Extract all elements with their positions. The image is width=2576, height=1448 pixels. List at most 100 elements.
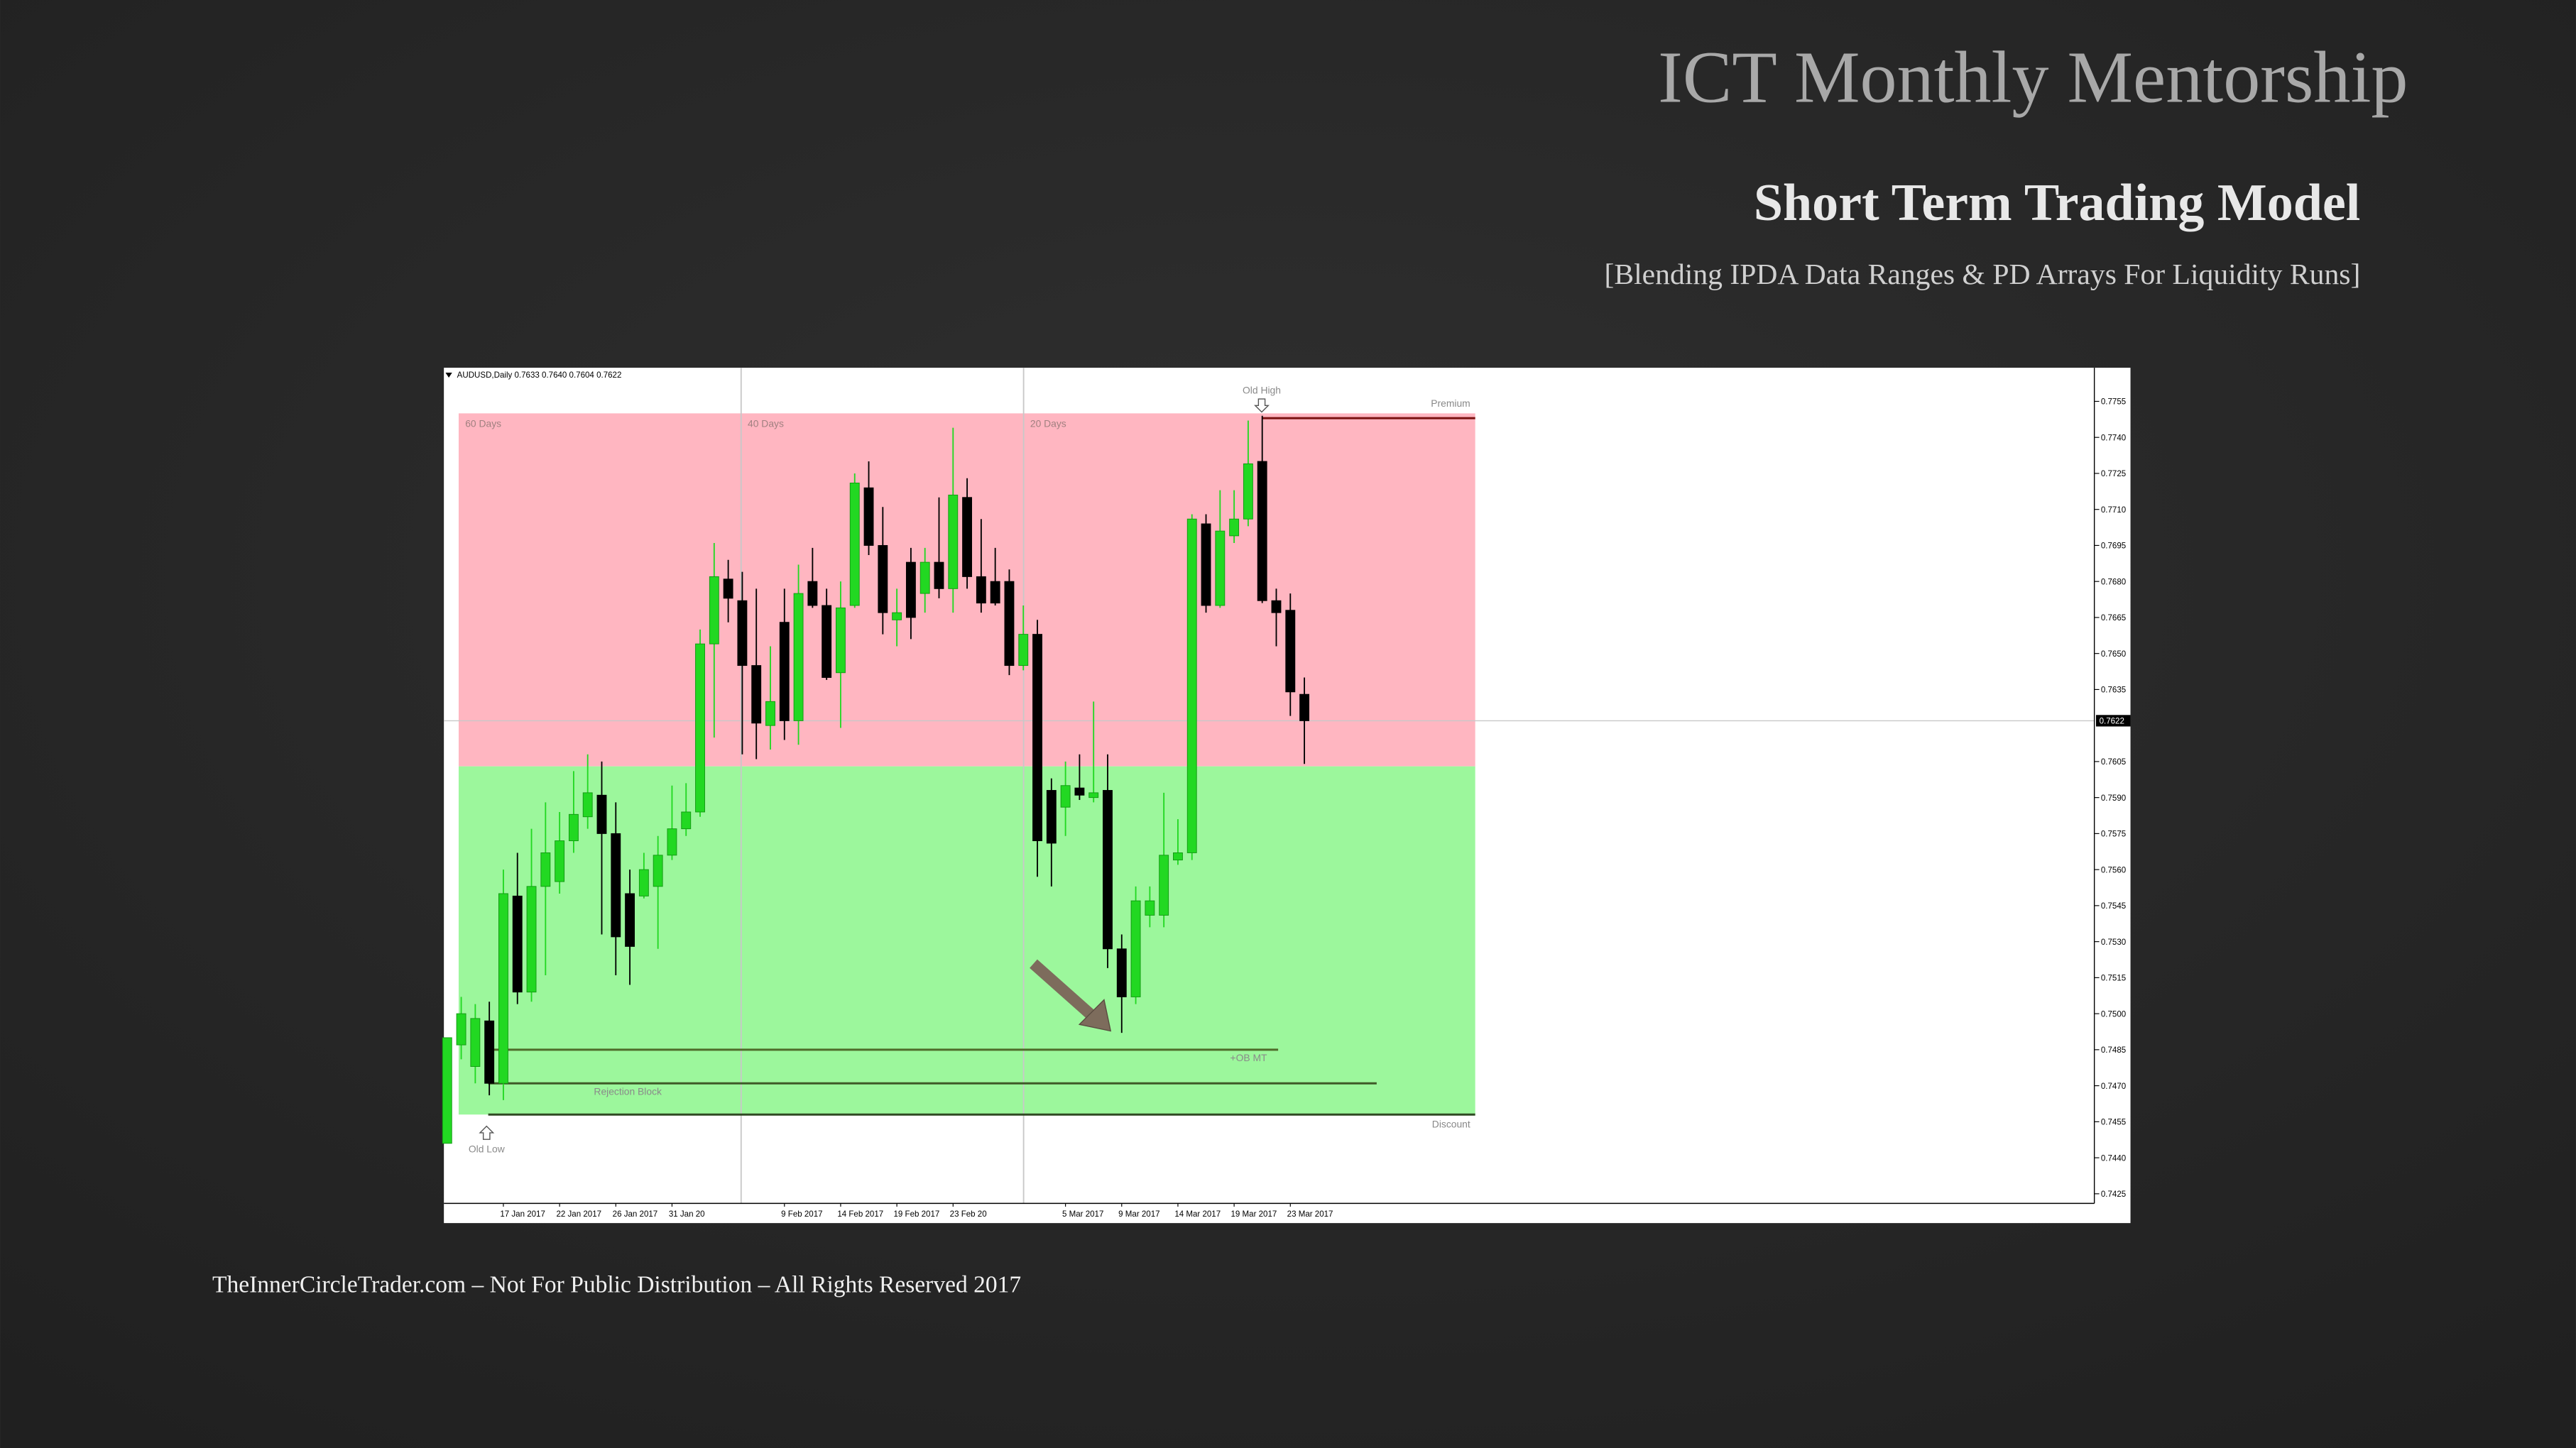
candle-body: [807, 581, 818, 606]
lookback-label: 20 Days: [1030, 417, 1066, 429]
candle-body: [892, 612, 902, 620]
old-low-arrow: [479, 1125, 495, 1140]
x-tick-label: 26 Jan 2017: [613, 1210, 658, 1219]
candle-body: [498, 893, 508, 1084]
candle-body: [751, 665, 762, 724]
y-tick-label: 0.7650: [2101, 650, 2126, 659]
title: ICT Monthly Mentorship: [1658, 35, 2408, 118]
candle-body: [1103, 790, 1113, 950]
x-tick-label: 19 Feb 2017: [893, 1210, 939, 1219]
candle-body: [962, 497, 973, 577]
candle-body: [1201, 523, 1211, 606]
x-tick-label: 23 Mar 2017: [1287, 1210, 1333, 1219]
candle-body: [1285, 610, 1296, 693]
candle-body: [1074, 787, 1085, 796]
candle-body: [849, 483, 860, 606]
candle-body: [1145, 900, 1155, 916]
candle-body: [1018, 634, 1029, 667]
candle-body: [1046, 790, 1057, 844]
level-label: Rejection Block: [594, 1085, 662, 1097]
candle-body: [512, 895, 523, 993]
x-tick-label: 23 Feb 20: [950, 1210, 987, 1219]
candle-body: [836, 607, 846, 674]
candle-body: [625, 893, 635, 947]
candle-body: [1271, 600, 1282, 613]
y-tick-label: 0.7530: [2101, 938, 2126, 947]
candle-body: [709, 576, 719, 645]
y-tick-label: 0.7560: [2101, 866, 2126, 874]
x-tick-label: 9 Feb 2017: [781, 1210, 822, 1219]
candle-body: [526, 886, 537, 993]
pointer-arrow-head: [1078, 999, 1112, 1032]
level-label: Old High: [1243, 384, 1281, 395]
candle-body: [1257, 461, 1267, 601]
zone: [458, 413, 1475, 767]
caption: [Blending IPDA Data Ranges & PD Arrays F…: [1604, 258, 2360, 291]
y-tick-label: 0.7545: [2101, 902, 2126, 911]
y-tick-label: 0.7500: [2101, 1010, 2126, 1019]
lookback-label: 40 Days: [748, 417, 784, 429]
x-tick-label: 19 Mar 2017: [1230, 1210, 1277, 1219]
lookback-label: 60 Days: [465, 417, 501, 429]
candle-body: [695, 643, 705, 813]
zone-label: Discount: [1432, 1119, 1470, 1130]
candle-body: [1186, 518, 1197, 853]
candle-body: [596, 794, 607, 834]
candle-body: [723, 578, 733, 599]
candle-body: [540, 852, 551, 887]
y-tick-label: 0.7485: [2101, 1046, 2126, 1055]
candle-body: [555, 840, 565, 882]
candle-body: [442, 1037, 452, 1144]
level-label: Old Low: [469, 1143, 506, 1154]
candle-body: [667, 828, 677, 856]
x-tick-label: 17 Jan 2017: [500, 1210, 545, 1219]
candle-body: [1159, 855, 1169, 916]
candle-body: [863, 487, 874, 546]
footer: TheInnerCircleTrader.com – Not For Publi…: [212, 1271, 1021, 1298]
candle-body: [1299, 693, 1310, 721]
candle-body: [1130, 900, 1141, 997]
y-tick-label: 0.7680: [2101, 578, 2126, 586]
y-tick-label: 0.7515: [2101, 975, 2126, 983]
candle-body: [1060, 785, 1071, 808]
zone-label: Premium: [1431, 397, 1470, 409]
candle-body: [1243, 463, 1253, 520]
y-tick-label: 0.7665: [2101, 614, 2126, 622]
x-tick-label: 31 Jan 20: [669, 1210, 705, 1219]
candle-body: [1004, 581, 1015, 667]
candle-body: [582, 792, 593, 818]
candle-body: [568, 813, 579, 842]
y-tick-label: 0.7470: [2101, 1082, 2126, 1091]
x-tick-label: 14 Mar 2017: [1174, 1210, 1221, 1219]
subtitle: Short Term Trading Model: [1754, 174, 2361, 232]
candle-body: [1116, 948, 1127, 997]
candle-body: [653, 855, 663, 887]
candle-body: [470, 1018, 481, 1068]
y-tick-label: 0.7740: [2101, 434, 2126, 442]
y-tick-label: 0.7425: [2101, 1190, 2126, 1199]
candle-body: [1173, 852, 1183, 861]
candle-body: [456, 1013, 466, 1046]
price-marker-label: 0.7622: [2100, 718, 2124, 726]
candle-body: [822, 605, 832, 678]
y-tick-label: 0.7755: [2101, 398, 2126, 407]
y-tick-label: 0.7635: [2101, 686, 2126, 695]
candle-body: [638, 869, 649, 896]
y-tick-label: 0.7575: [2101, 830, 2126, 839]
symbol-label: AUDUSD,Daily 0.7633 0.7640 0.7604 0.7622: [457, 371, 622, 380]
candle-body: [1088, 792, 1099, 799]
y-tick-label: 0.7710: [2101, 506, 2126, 515]
pointer-arrow-shaft: [1030, 959, 1097, 1021]
y-tick-label: 0.7695: [2101, 542, 2126, 551]
candle-body: [611, 833, 621, 938]
candle-body: [934, 561, 944, 589]
y-tick-label: 0.7455: [2101, 1119, 2126, 1127]
candle-body: [1032, 634, 1042, 842]
candle-body: [484, 1020, 495, 1084]
candle-body: [990, 581, 1000, 604]
candle-body: [779, 622, 790, 721]
candle-body: [948, 494, 959, 589]
candle-body: [905, 561, 916, 618]
y-tick-label: 0.7590: [2101, 794, 2126, 803]
